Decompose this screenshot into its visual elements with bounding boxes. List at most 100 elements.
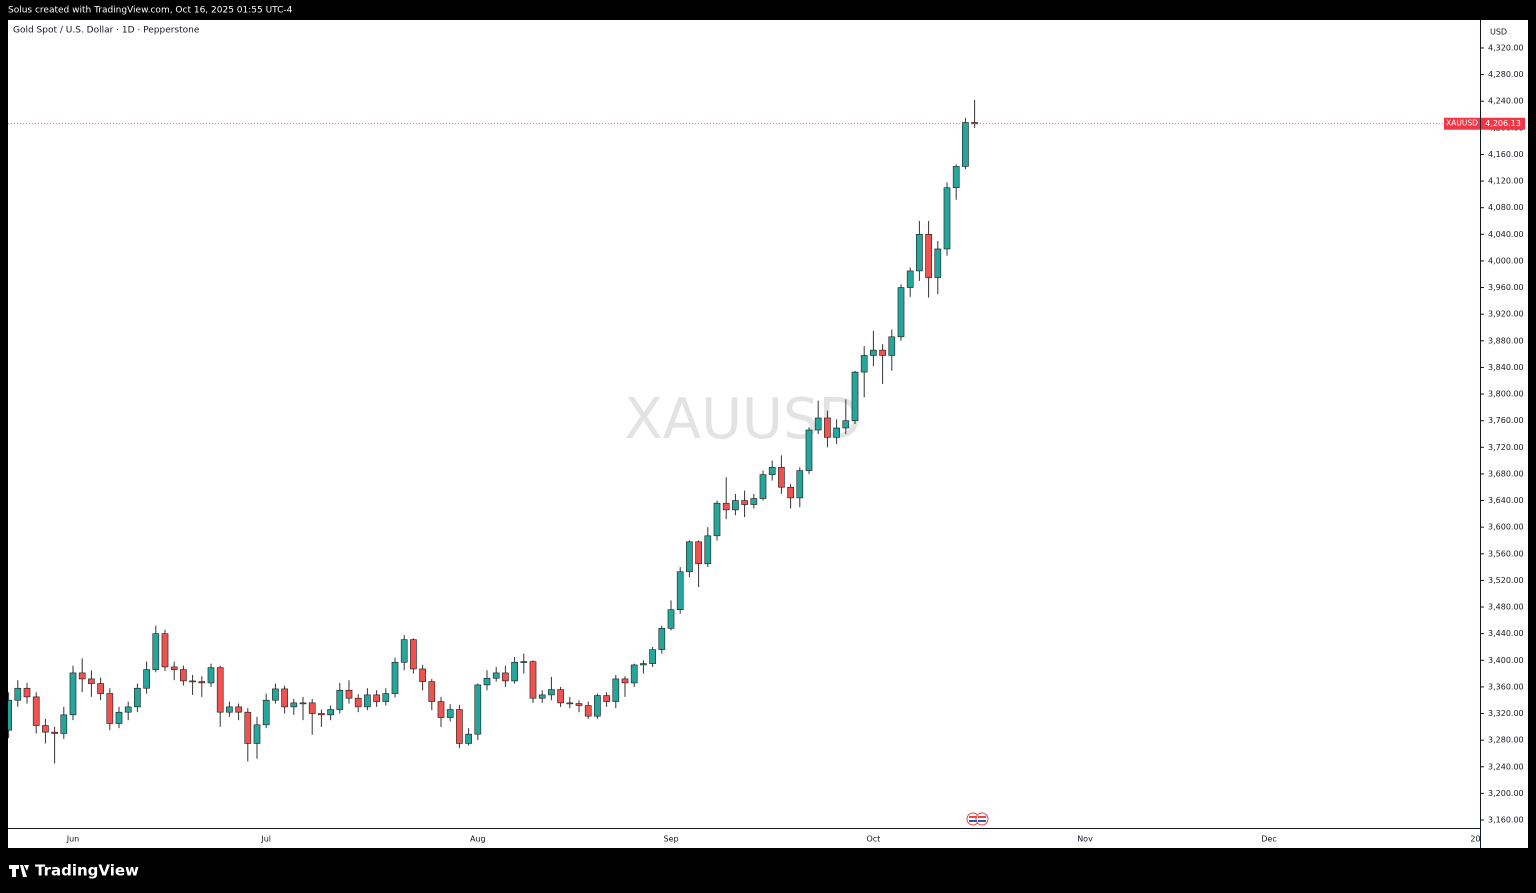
candle-body: [833, 427, 840, 438]
y-tick-label: 3,640.00: [1488, 496, 1524, 505]
candle-body: [88, 678, 95, 684]
candle-body: [897, 287, 905, 338]
y-tick-label: 3,720.00: [1488, 443, 1524, 452]
candle-body: [603, 695, 610, 702]
candle-body: [860, 355, 868, 373]
candle-body: [750, 498, 758, 505]
candle-body: [520, 661, 528, 663]
candle-body: [658, 628, 666, 650]
caption: Solus created with TradingView.com, Oct …: [8, 6, 293, 16]
candle-body: [216, 667, 224, 713]
y-tick-label: 3,320.00: [1488, 709, 1524, 718]
candle-body: [23, 687, 31, 698]
candle-body: [456, 709, 463, 744]
watermark: XAUUSD: [624, 387, 861, 452]
candle-body: [778, 466, 785, 488]
candle-body: [78, 672, 86, 680]
y-tick-label: 3,600.00: [1488, 523, 1524, 532]
candle-body: [768, 466, 776, 475]
candle-body: [299, 702, 307, 705]
last-price-tag: [1481, 117, 1525, 130]
candle-body: [253, 724, 261, 744]
candle-body: [842, 420, 850, 429]
y-tick-label: 3,400.00: [1488, 656, 1524, 665]
candle-body: [962, 122, 969, 167]
y-tick-label: 3,200.00: [1488, 789, 1524, 798]
symbol-label: XAUUSD: [1446, 119, 1478, 128]
candle-body: [952, 166, 960, 189]
symbol-tag: [1444, 117, 1480, 130]
candle-body: [640, 663, 647, 666]
candle-body: [667, 609, 675, 629]
candle-body: [14, 687, 22, 701]
candle-body: [318, 713, 325, 716]
candle-body: [345, 689, 353, 699]
footer-logo: TradingView: [9, 862, 139, 880]
candle-body: [492, 672, 500, 679]
y-tick-label: 3,440.00: [1488, 629, 1524, 638]
currency-label: USD: [1490, 28, 1507, 37]
y-tick-label: 3,360.00: [1488, 682, 1524, 691]
candle-body: [134, 687, 141, 708]
candle-body: [566, 702, 574, 705]
candle-body: [879, 349, 886, 356]
candle-body: [502, 672, 509, 682]
candle-body: [382, 693, 390, 702]
x-tick-label: Sep: [663, 835, 678, 844]
candle-body: [336, 689, 344, 710]
candle-body: [143, 669, 150, 689]
y-tick-label: 3,840.00: [1488, 363, 1524, 372]
candle-body: [226, 706, 233, 713]
candle-body: [695, 541, 702, 565]
candle-body: [759, 474, 767, 499]
candle-body: [630, 664, 638, 684]
candle-body: [916, 234, 923, 272]
candle-body: [69, 672, 77, 716]
candle-body: [198, 681, 206, 684]
candle-body: [732, 500, 739, 511]
candle-body: [115, 711, 123, 724]
candle-body: [925, 234, 932, 278]
candle-body: [364, 694, 371, 708]
candle-body: [244, 711, 252, 744]
x-tick-label: Jul: [260, 835, 271, 844]
x-tick-label: Aug: [470, 835, 486, 844]
candle-body: [124, 706, 132, 713]
candle-body: [437, 701, 445, 718]
candle-body: [373, 694, 380, 702]
candle-body: [529, 661, 537, 699]
candle-body: [428, 681, 436, 702]
y-tick-label: 4,000.00: [1488, 256, 1524, 265]
candle-body: [575, 703, 583, 706]
candle-body: [106, 693, 114, 724]
y-tick-label: 4,080.00: [1488, 203, 1524, 212]
candle-body: [943, 187, 951, 250]
y-tick-label: 3,920.00: [1488, 310, 1524, 319]
y-tick-label: 4,280.00: [1488, 70, 1524, 79]
y-tick-label: 3,240.00: [1488, 762, 1524, 771]
candle-body: [686, 541, 693, 573]
y-tick-label: 3,280.00: [1488, 736, 1524, 745]
candle-body: [8, 699, 12, 731]
candle-body: [511, 661, 518, 682]
y-tick-label: 3,520.00: [1488, 576, 1524, 585]
candle-body: [594, 695, 601, 717]
candle-body: [290, 702, 298, 708]
candle-body: [60, 714, 68, 734]
candle-body: [870, 349, 877, 356]
candle-body: [474, 684, 482, 735]
candle-body: [207, 667, 215, 684]
candle-body: [170, 666, 178, 670]
brand: TradingView: [35, 862, 139, 880]
last-price-label: 4,206.13: [1485, 119, 1521, 128]
candle-body: [272, 688, 279, 701]
y-axis: 3,160.00 3,200.00 3,240.00 3,280.00 3,320.00…: [1480, 43, 1524, 825]
candle-body: [538, 694, 546, 699]
candle-body: [814, 417, 822, 431]
y-tick-label: 3,880.00: [1488, 336, 1524, 345]
candle-body: [906, 270, 914, 288]
y-tick-label: 3,480.00: [1488, 603, 1524, 612]
candle-body: [584, 705, 592, 717]
candle-body: [649, 649, 656, 664]
